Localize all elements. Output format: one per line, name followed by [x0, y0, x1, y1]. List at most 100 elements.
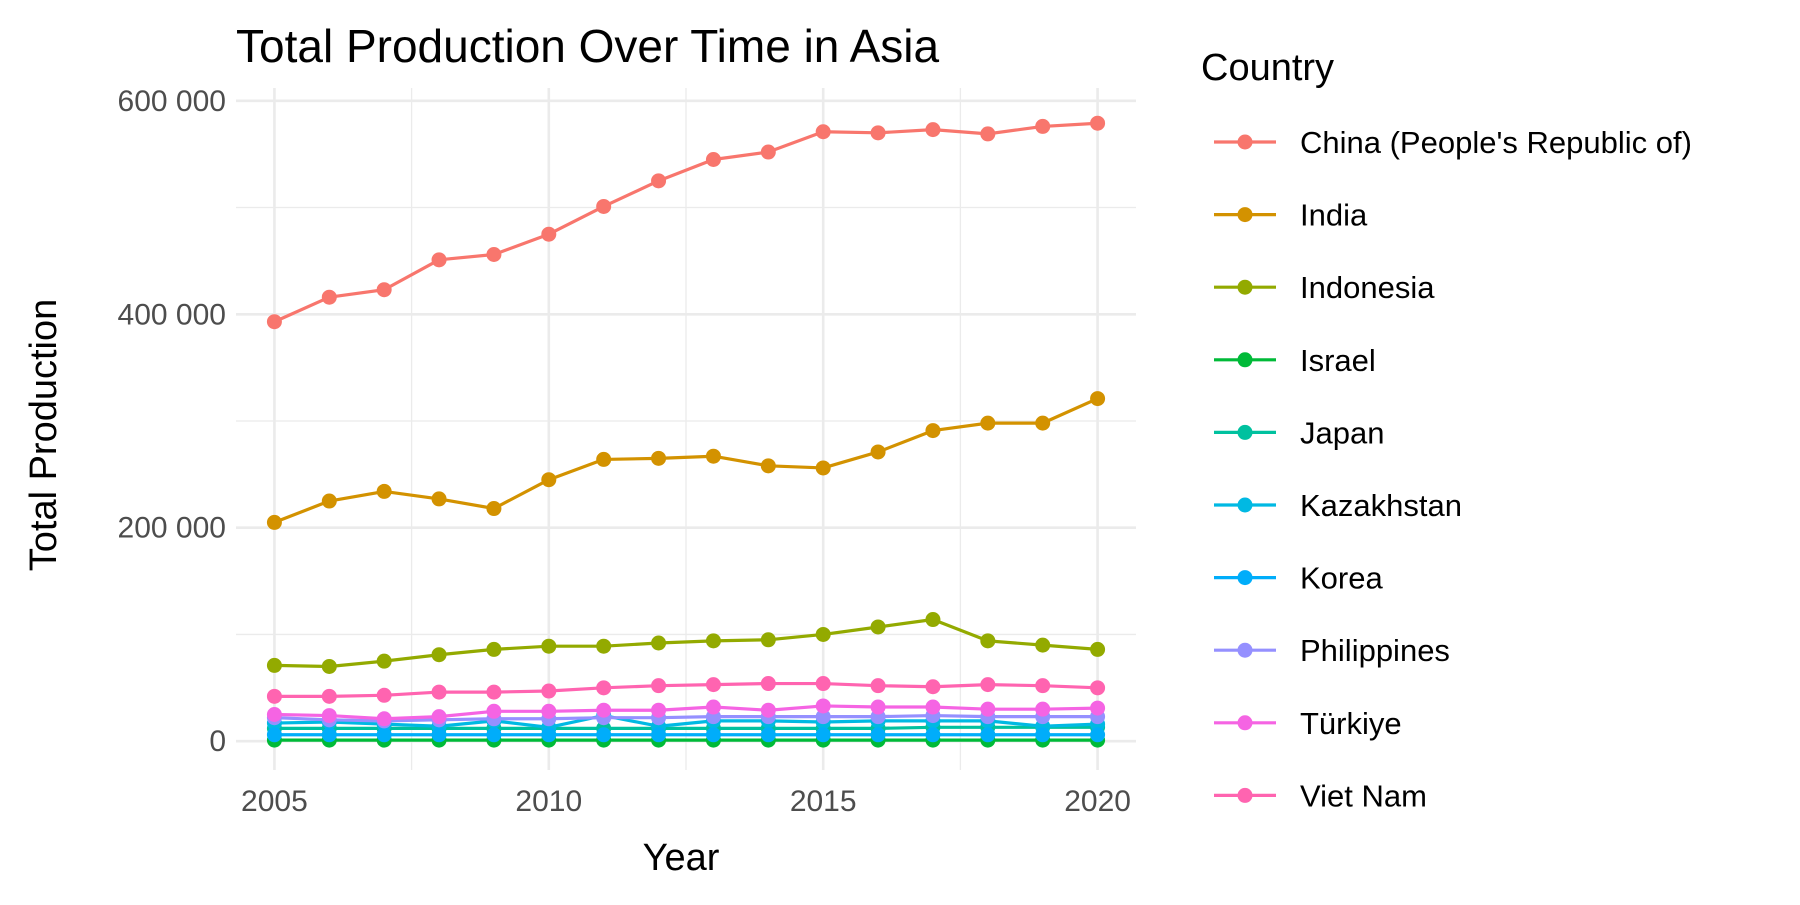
legend-label: Türkiye: [1300, 706, 1402, 741]
x-tick-label: 2010: [515, 785, 582, 818]
data-point: [596, 638, 612, 654]
series-line: [274, 704, 1098, 721]
data-point: [376, 282, 392, 298]
legend: China (People's Republic of) India Indones…: [1214, 125, 1692, 813]
x-tick-label: 2015: [790, 785, 857, 818]
data-point: [760, 458, 776, 474]
data-point: [1035, 637, 1051, 653]
data-point: [596, 198, 612, 214]
data-point: [1035, 118, 1051, 134]
y-tick-label: 0: [209, 725, 226, 758]
series-group: [266, 698, 1106, 727]
x-axis-ticks: 2005 2010 2015 2020: [241, 785, 1131, 818]
data-point: [321, 708, 337, 724]
data-point: [1035, 678, 1051, 694]
data-point: [431, 647, 447, 663]
legend-label: Philippines: [1300, 633, 1450, 668]
legend-item: Japan: [1214, 415, 1384, 450]
data-point: [431, 491, 447, 507]
data-point: [925, 612, 941, 628]
data-point: [870, 727, 886, 743]
data-point: [266, 657, 282, 673]
data-point: [705, 152, 721, 168]
data-point: [925, 699, 941, 715]
data-point: [651, 450, 667, 466]
series-line: [274, 681, 1098, 698]
legend-key-marker: [1237, 715, 1253, 731]
data-point: [541, 226, 557, 242]
legend-label: China (People's Republic of): [1300, 125, 1692, 160]
legend-item: Philippines: [1214, 633, 1450, 668]
data-point: [486, 501, 502, 517]
data-point: [760, 144, 776, 160]
series-group: [266, 727, 1106, 743]
legend-key-marker: [1237, 787, 1253, 803]
data-point: [1090, 727, 1106, 743]
legend-key-marker: [1237, 207, 1253, 223]
data-point: [376, 653, 392, 669]
data-point: [870, 125, 886, 141]
data-point: [815, 698, 831, 714]
series-group: [266, 115, 1106, 330]
data-point: [760, 727, 776, 743]
data-point: [1090, 680, 1106, 696]
legend-item: Korea: [1214, 561, 1383, 596]
series-group: [266, 391, 1106, 530]
series-group: [266, 676, 1106, 704]
data-point: [651, 678, 667, 694]
legend-key-marker: [1237, 352, 1253, 368]
legend-label: Viet Nam: [1300, 778, 1427, 813]
data-point: [431, 709, 447, 725]
series-layer: [266, 115, 1106, 748]
legend-key-marker: [1237, 424, 1253, 440]
data-point: [1090, 391, 1106, 407]
grid: [236, 88, 1136, 770]
data-point: [870, 619, 886, 635]
data-point: [321, 289, 337, 305]
data-point: [596, 702, 612, 718]
y-tick-label: 400 000: [118, 298, 226, 331]
data-point: [760, 702, 776, 718]
legend-label: Korea: [1300, 561, 1383, 596]
legend-item: China (People's Republic of): [1214, 125, 1692, 160]
legend-item: India: [1214, 198, 1368, 233]
data-point: [815, 124, 831, 140]
data-point: [321, 727, 337, 743]
data-point: [925, 122, 941, 138]
data-point: [376, 727, 392, 743]
data-point: [321, 688, 337, 704]
legend-item: Israel: [1214, 343, 1376, 378]
series-line: [274, 713, 1098, 723]
x-axis-title: Year: [643, 837, 720, 879]
data-point: [705, 727, 721, 743]
series-line: [274, 713, 1098, 729]
data-point: [651, 727, 667, 743]
data-point: [431, 252, 447, 268]
y-tick-label: 200 000: [118, 512, 226, 545]
data-point: [815, 460, 831, 476]
data-point: [1035, 727, 1051, 743]
data-point: [321, 493, 337, 509]
chart-title: Total Production Over Time in Asia: [236, 20, 940, 72]
series-group: [266, 612, 1106, 674]
data-point: [815, 626, 831, 642]
x-tick-label: 2005: [241, 785, 308, 818]
data-point: [980, 701, 996, 717]
data-point: [705, 677, 721, 693]
data-point: [1035, 415, 1051, 431]
legend-label: Indonesia: [1300, 270, 1435, 305]
data-point: [596, 727, 612, 743]
series-line: [274, 617, 1098, 669]
data-point: [815, 676, 831, 692]
data-point: [541, 703, 557, 719]
data-point: [980, 633, 996, 649]
data-point: [431, 727, 447, 743]
data-point: [541, 727, 557, 743]
data-point: [705, 448, 721, 464]
data-point: [321, 658, 337, 674]
data-point: [1035, 701, 1051, 717]
data-point: [376, 687, 392, 703]
data-point: [815, 709, 831, 725]
data-point: [651, 173, 667, 189]
